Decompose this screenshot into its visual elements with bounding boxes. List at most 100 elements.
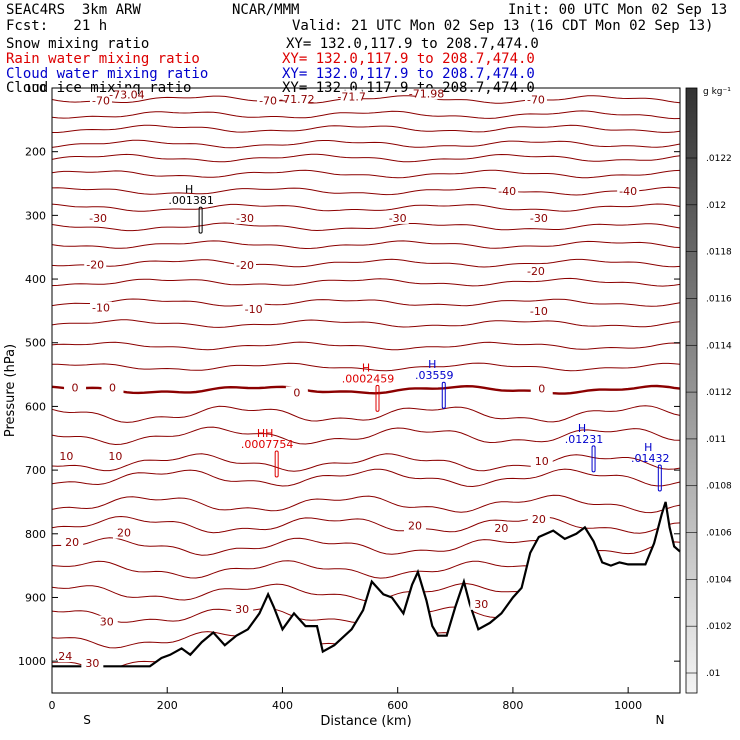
contour-label-bg	[257, 94, 280, 107]
contour-label-bg	[403, 519, 426, 532]
contour-label-bg	[52, 650, 75, 663]
contour-label: 0	[109, 381, 116, 394]
contour-line-10	[51, 426, 681, 446]
contour-label: .24	[55, 650, 73, 663]
max-marker-h: HH	[257, 427, 274, 440]
contour-line--20	[51, 258, 681, 268]
max-marker-h: H	[578, 422, 586, 435]
x-tick-label: 0	[49, 699, 56, 712]
colorbar-label: .0118	[706, 248, 732, 258]
colorbar-label: .0106	[706, 529, 732, 539]
contour-label-bg	[242, 302, 265, 315]
contour-label-bg	[89, 94, 112, 107]
contour-label: -73.04	[109, 88, 144, 101]
y-tick-label: 200	[25, 146, 46, 159]
contour-label: -20	[236, 259, 254, 272]
x-tick-label: 400	[272, 699, 293, 712]
contour-line-20	[51, 515, 681, 534]
contour-label: -70	[259, 95, 277, 108]
contour-label: -71.98	[409, 88, 444, 101]
forecast-hour-label: Fcst: 21 h	[6, 18, 108, 34]
contour-label-bg	[285, 386, 308, 399]
contour-label: -30	[89, 212, 107, 225]
org-label: NCAR/MMM	[232, 2, 300, 18]
contour-label: 20	[65, 536, 79, 549]
max-feature	[657, 464, 662, 492]
contour-label: -40	[619, 185, 637, 198]
colorbar-unit: g kg⁻¹	[703, 87, 731, 97]
terrain	[52, 501, 681, 693]
contour-label: -10	[92, 302, 110, 315]
contour-label: 20	[408, 520, 422, 533]
colorbar-label: .0104	[706, 575, 732, 585]
colorbar-label: .0114	[706, 341, 732, 351]
contour-label: -20	[86, 258, 104, 271]
field-label-rain: Rain water mixing ratio	[6, 51, 200, 67]
contour-label: 30	[235, 603, 249, 616]
model-label: SEAC4RS 3km ARW	[6, 2, 141, 18]
contour-label-bg	[524, 264, 547, 277]
contour-label-bg	[101, 381, 124, 394]
x-axis-title: Distance (km)	[320, 714, 411, 729]
contour-line-10	[51, 453, 681, 472]
max-marker-value: .0007754	[241, 438, 294, 451]
contour-line--10	[51, 298, 681, 307]
contour-line-0	[51, 341, 681, 351]
contour-label-bg	[496, 185, 519, 198]
max-feature	[274, 450, 279, 478]
contour-line--40	[51, 186, 681, 196]
contour-label: -70	[92, 95, 110, 108]
field-xy-rain: XY= 132.0,117.9 to 208.7,474.0	[282, 51, 535, 67]
contour-line-0	[51, 384, 681, 395]
max-marker-h: H	[362, 361, 370, 374]
y-tick-label: 600	[25, 400, 46, 413]
max-marker-h: H	[428, 358, 436, 371]
contour-line--55	[51, 139, 681, 149]
contour-label: -40	[498, 185, 516, 198]
contour-label-bg	[527, 211, 550, 224]
x-tick-label: 600	[387, 699, 408, 712]
contour-label: 20	[532, 513, 546, 526]
contour-line--25	[51, 240, 681, 250]
contour-label-bg	[231, 602, 254, 615]
max-marker-value: .01231	[565, 433, 604, 446]
contour-label-bg	[470, 597, 493, 610]
max-marker-value: .001381	[168, 194, 214, 207]
contour-label: -30	[389, 212, 407, 225]
colorbar-label: .011	[706, 435, 726, 445]
contour-label-bg	[530, 455, 553, 468]
contour-label-bg	[61, 536, 84, 549]
max-marker-value: .0002459	[342, 372, 395, 385]
contour-label-bg	[81, 657, 104, 670]
contour-label-bg	[95, 615, 118, 628]
y-tick-label: 700	[25, 464, 46, 477]
colorbar-label: .0108	[706, 482, 732, 492]
y-tick-label: 100	[25, 82, 46, 95]
contour-line--50	[51, 153, 681, 163]
colorbar-label: .01	[706, 669, 720, 679]
field-xy-cloud-water: XY= 132.0,117.9 to 208.7,474.0	[282, 66, 535, 82]
contour-label: -20	[527, 265, 545, 278]
terrain-surface-line	[52, 501, 681, 668]
contour-label-bg	[115, 88, 138, 101]
contour-label: 30	[474, 598, 488, 611]
contour-labels: -70 -73.04 -71.72 -71.7 -71.98-70 -70-40 -40-3…	[52, 87, 640, 670]
contour-line-5	[51, 405, 681, 423]
y-tick-label: 800	[25, 528, 46, 541]
maxima-markers: H.001381H.0002459H.03559HH.0007754H.0123…	[168, 183, 670, 492]
terrain-fill	[52, 501, 680, 693]
contour-label-bg	[617, 185, 640, 198]
contour-label: 0	[72, 381, 79, 394]
contour-label-bg	[386, 211, 409, 224]
max-marker-value: .03559	[415, 369, 454, 382]
contour-line--5	[51, 319, 681, 328]
contour-label: -30	[530, 212, 548, 225]
contour-line-15	[51, 494, 681, 514]
contour-label: 10	[108, 450, 122, 463]
field-label-snow: Snow mixing ratio	[6, 36, 150, 52]
contour-label-bg	[113, 526, 136, 539]
contour-line--65	[51, 110, 681, 120]
max-feature	[441, 381, 446, 409]
contour-label-bg	[64, 381, 87, 394]
